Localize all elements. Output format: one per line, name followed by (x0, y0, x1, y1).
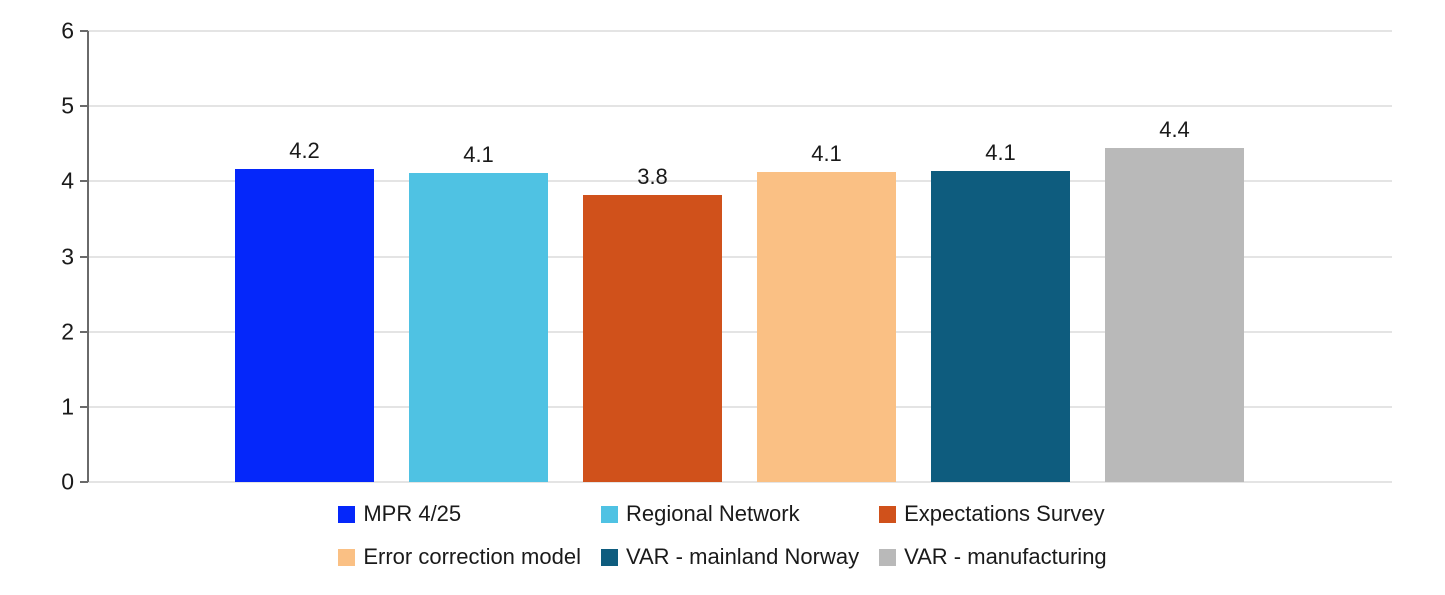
y-axis-label: 4 (61, 167, 74, 194)
legend-swatch-icon (879, 505, 897, 523)
gridline-y2 (88, 330, 1392, 333)
legend-swatch-icon (338, 548, 356, 566)
y-axis-line (87, 31, 89, 482)
legend-swatch-icon (600, 548, 618, 566)
y-axis-label: 2 (61, 318, 74, 345)
legend-item-label: Regional Network (625, 501, 800, 526)
y-axis-tick (80, 330, 88, 333)
y-axis-label: 1 (61, 393, 74, 420)
legend-item-label: Error correction model (363, 544, 581, 569)
bar-value-label: 4.1 (985, 139, 1016, 165)
legend-item-expectations-survey[interactable]: Expectations Survey (879, 500, 1107, 528)
bar-var-mainland-norway[interactable] (931, 170, 1070, 482)
gridline-y0 (88, 481, 1392, 483)
gridline-y3 (88, 255, 1392, 258)
y-axis-tick (80, 105, 88, 108)
legend-item-label: VAR - mainland Norway (625, 544, 860, 569)
y-axis-label: 5 (61, 92, 74, 119)
bar-value-label: 4.4 (1159, 116, 1190, 142)
bar-value-label: 3.8 (637, 163, 668, 189)
legend-item-regional-network[interactable]: Regional Network (600, 500, 859, 528)
y-axis-tick (80, 405, 88, 408)
y-axis-tick (80, 30, 88, 32)
y-axis-tick (80, 255, 88, 258)
legend-item-label: VAR - manufacturing (904, 544, 1107, 569)
gridline-y4 (88, 180, 1392, 183)
bar-error-correction-model[interactable] (757, 172, 896, 482)
bar-mpr-4-25[interactable] (235, 168, 374, 482)
bar-value-label: 4.1 (811, 141, 842, 167)
gridline-y1 (88, 405, 1392, 408)
legend-item-var-manufacturing[interactable]: VAR - manufacturing (879, 543, 1107, 571)
bar-value-label: 4.2 (289, 137, 320, 163)
gridline-y5 (88, 105, 1392, 108)
y-axis-tick (80, 481, 88, 483)
legend: MPR 4/25 Regional Network Expectations Sur… (0, 500, 1445, 571)
legend-item-label: MPR 4/25 (363, 501, 462, 526)
legend-item-var-mainland-norway[interactable]: VAR - mainland Norway (600, 543, 860, 571)
gridline-y6 (88, 30, 1392, 32)
bar-value-label: 4.1 (463, 142, 494, 168)
legend-swatch-icon (338, 505, 356, 523)
y-axis-tick (80, 180, 88, 183)
legend-swatch-icon (879, 548, 897, 566)
bar-var-manufacturing[interactable] (1105, 147, 1244, 482)
legend-item-error-correction-model[interactable]: Error correction model (338, 543, 581, 571)
y-axis-label: 0 (61, 468, 74, 495)
y-axis-label: 6 (61, 17, 74, 44)
legend-swatch-icon (600, 505, 618, 523)
legend-item-mpr-4-25[interactable]: MPR 4/25 (338, 500, 581, 528)
legend-item-label: Expectations Survey (904, 501, 1105, 526)
bar-regional-network[interactable] (409, 173, 548, 482)
legend-grid: MPR 4/25 Regional Network Expectations Sur… (338, 500, 1107, 571)
y-axis-label: 3 (61, 243, 74, 269)
bar-expectations-survey[interactable] (583, 194, 722, 482)
